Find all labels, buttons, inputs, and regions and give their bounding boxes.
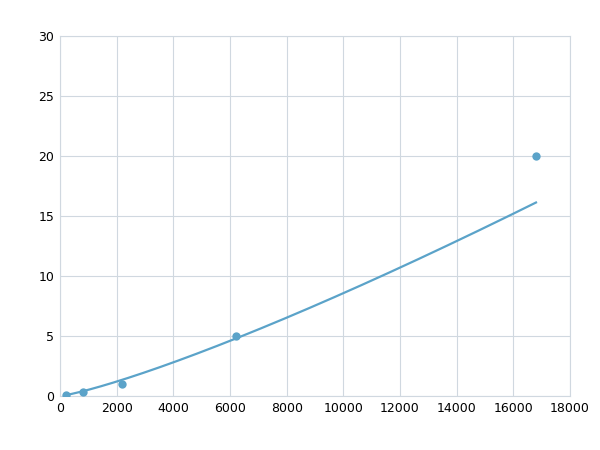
Point bbox=[531, 153, 541, 160]
Point bbox=[118, 380, 127, 387]
Point bbox=[231, 333, 241, 340]
Point bbox=[78, 389, 88, 396]
Point bbox=[61, 391, 70, 398]
